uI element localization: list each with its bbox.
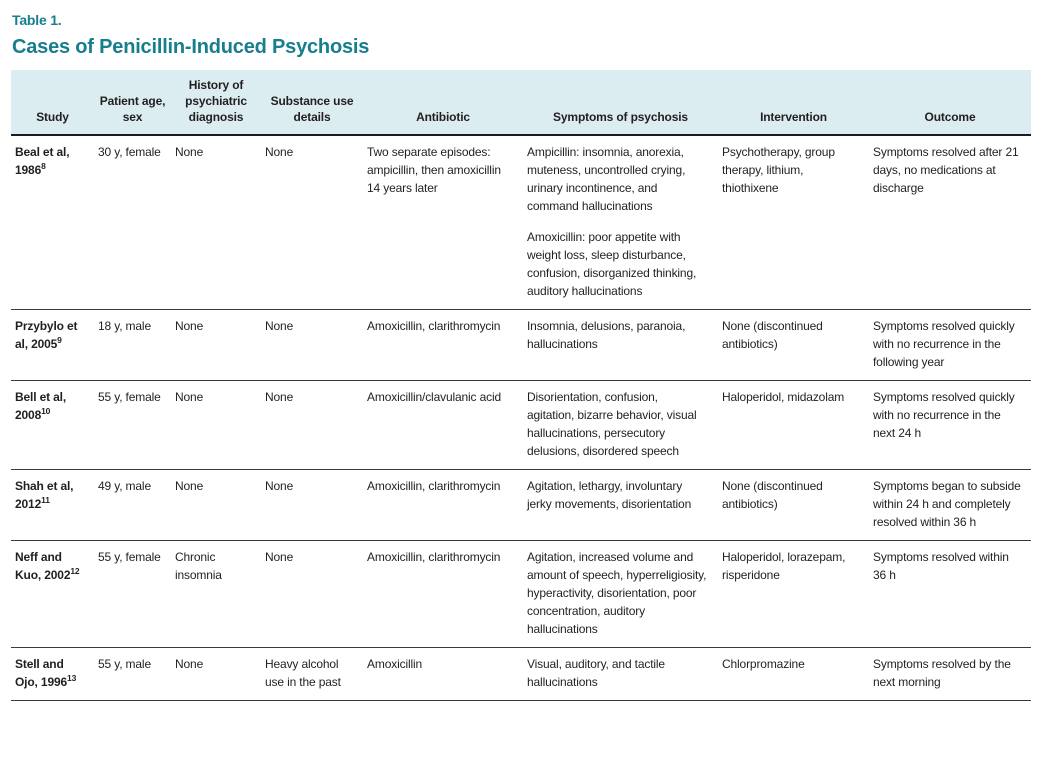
cell-outcome: Symptoms began to subside within 24 h an… — [873, 479, 1021, 530]
cell-antibiotic: Amoxicillin/clavulanic acid — [367, 390, 502, 405]
cell-substance: None — [265, 319, 294, 334]
cell-study: Przybylo et al, 20059 — [11, 310, 94, 381]
col-header-history: History of psychiatric diagnosis — [171, 70, 261, 136]
reference-superscript: 13 — [67, 673, 77, 684]
cell-history: None — [175, 145, 204, 160]
cell-outcome: Symptoms resolved by the next morning — [873, 657, 1011, 690]
table-label: Table 1. — [12, 12, 62, 28]
cell-age-sex: 18 y, male — [98, 319, 151, 334]
cell-symptoms: Agitation, lethargy, involuntary jerky m… — [527, 479, 692, 512]
table-row: Bell et al, 200810 55 y, female None Non… — [11, 381, 1031, 470]
cell-antibiotic: Amoxicillin, clarithromycin — [367, 550, 501, 565]
symptoms-paragraph: Ampicillin: insomnia, anorexia, muteness… — [527, 145, 686, 214]
table-row: Neff and Kuo, 200212 55 y, female Chroni… — [11, 541, 1031, 648]
cell-substance: Heavy alcohol use in the past — [265, 657, 341, 690]
col-header-outcome: Outcome — [869, 70, 1031, 136]
cell-study: Stell and Ojo, 199613 — [11, 648, 94, 701]
cell-age-sex: 55 y, female — [98, 550, 161, 565]
col-header-substance: Substance use details — [261, 70, 363, 136]
cell-study: Neff and Kuo, 200212 — [11, 541, 94, 648]
table-row: Beal et al, 19868 30 y, female None None… — [11, 135, 1031, 310]
cell-substance: None — [265, 479, 294, 494]
cell-history: Chronic insomnia — [175, 550, 222, 583]
cell-substance: None — [265, 145, 294, 160]
header-row: Study Patient age, sex History of psychi… — [11, 70, 1031, 136]
cell-symptoms: Disorientation, confusion, agitation, bi… — [527, 390, 697, 459]
cell-age-sex: 49 y, male — [98, 479, 151, 494]
reference-superscript: 8 — [41, 161, 46, 172]
cell-intervention: None (discontinued antibiotics) — [722, 479, 823, 512]
study-citation: Bell et al, 2008 — [15, 390, 67, 423]
table-row: Przybylo et al, 20059 18 y, male None No… — [11, 310, 1031, 381]
cell-outcome: Symptoms resolved quickly with no recurr… — [873, 390, 1015, 441]
cell-history: None — [175, 479, 204, 494]
reference-superscript: 10 — [41, 406, 51, 417]
study-citation: Neff and Kuo, 2002 — [15, 550, 71, 583]
cell-intervention: Haloperidol, lorazepam, risperidone — [722, 550, 846, 583]
cell-study: Beal et al, 19868 — [11, 135, 94, 310]
cell-intervention: None (discontinued antibiotics) — [722, 319, 823, 352]
cell-intervention: Haloperidol, midazolam — [722, 390, 845, 405]
study-citation: Shah et al, 2012 — [15, 479, 74, 512]
cell-symptoms: Agitation, increased volume and amount o… — [527, 550, 707, 637]
col-header-antibiotic: Antibiotic — [363, 70, 523, 136]
cell-history: None — [175, 390, 204, 405]
cell-study: Bell et al, 200810 — [11, 381, 94, 470]
cell-symptoms: Insomnia, delusions, paranoia, hallucina… — [527, 319, 686, 352]
reference-superscript: 11 — [41, 495, 50, 506]
symptoms-paragraph: Amoxicillin: poor appetite with weight l… — [527, 230, 697, 299]
col-header-intervention: Intervention — [718, 70, 869, 136]
cell-substance: None — [265, 390, 294, 405]
table-row: Shah et al, 201211 49 y, male None None … — [11, 470, 1031, 541]
study-citation: Beal et al, 1986 — [15, 145, 70, 178]
cell-intervention: Psychotherapy, group therapy, lithium, t… — [722, 145, 835, 196]
cell-outcome: Symptoms resolved within 36 h — [873, 550, 1009, 583]
table-title: Cases of Penicillin-Induced Psychosis — [12, 36, 370, 58]
cell-antibiotic: Amoxicillin, clarithromycin — [367, 479, 501, 494]
cell-age-sex: 55 y, female — [98, 390, 161, 405]
cell-antibiotic: Amoxicillin — [367, 657, 423, 672]
col-header-symptoms: Symptoms of psychosis — [523, 70, 718, 136]
col-header-study: Study — [11, 70, 94, 136]
cell-antibiotic: Two separate episodes: ampicillin, then … — [367, 145, 501, 196]
study-citation: Przybylo et al, 2005 — [15, 319, 78, 352]
cases-table: Study Patient age, sex History of psychi… — [11, 70, 1031, 701]
cell-age-sex: 30 y, female — [98, 145, 161, 160]
cell-symptoms: Ampicillin: insomnia, anorexia, muteness… — [523, 135, 718, 310]
cell-history: None — [175, 657, 204, 672]
cell-intervention: Chlorpromazine — [722, 657, 805, 672]
col-header-age-sex: Patient age, sex — [94, 70, 171, 136]
reference-superscript: 9 — [57, 335, 62, 346]
cell-history: None — [175, 319, 204, 334]
cell-symptoms: Visual, auditory, and tactile hallucinat… — [527, 657, 665, 690]
study-citation: Stell and Ojo, 1996 — [15, 657, 68, 690]
cell-study: Shah et al, 201211 — [11, 470, 94, 541]
cell-outcome: Symptoms resolved after 21 days, no medi… — [873, 145, 1019, 196]
cell-antibiotic: Amoxicillin, clarithromycin — [367, 319, 501, 334]
cell-substance: None — [265, 550, 294, 565]
reference-superscript: 12 — [70, 566, 80, 577]
cell-age-sex: 55 y, male — [98, 657, 151, 672]
table-row: Stell and Ojo, 199613 55 y, male None He… — [11, 648, 1031, 701]
cell-outcome: Symptoms resolved quickly with no recurr… — [873, 319, 1015, 370]
